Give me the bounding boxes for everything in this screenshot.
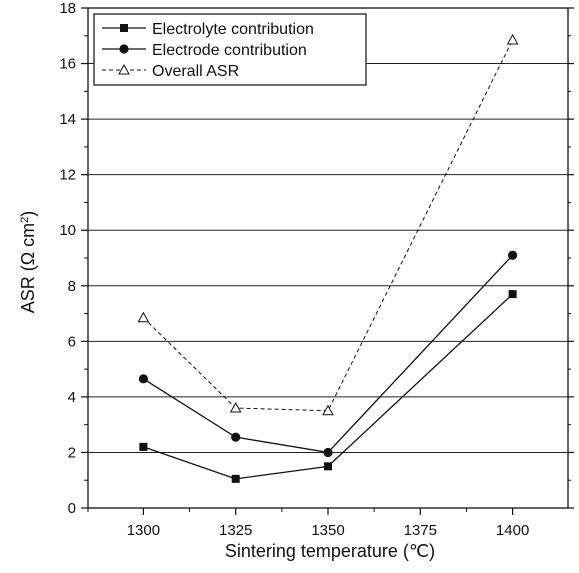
y-axis-title: ASR (Ω cm2) [18,211,38,314]
data-point-square [231,474,240,483]
series-1 [139,290,517,483]
data-point-square [139,442,148,451]
legend-label: Electrolyte contribution [152,21,314,38]
data-point-square [324,462,332,471]
data-point-triangle [506,33,519,45]
data-point-circle [323,447,333,458]
y-tick-label: 0 [68,500,76,517]
data-point-circle [231,432,241,442]
x-tick-label: 1300 [127,522,160,539]
series-layer [137,33,519,483]
data-point-circle [508,250,518,260]
series-3 [137,33,519,416]
x-tick-label: 1375 [404,522,437,539]
series-2 [138,250,518,458]
x-axis-title: Sintering temperature (℃) [225,541,435,561]
x-tick-label: 1350 [311,522,344,539]
series-line [143,39,514,412]
x-tick-label: 1400 [496,522,529,539]
legend-label: Overall ASR [152,63,239,80]
data-point-triangle [229,401,242,413]
data-point-square [508,290,517,299]
legend-marker [118,63,130,75]
y-tick-label: 12 [59,167,76,184]
y-tick-label: 2 [68,444,76,461]
y-tick-label: 14 [59,111,76,128]
axes: 0 2 4 6 8 10 12 14 16 18 1300 1325 1350 1375 1400 [59,0,574,539]
x-tick-label: 1325 [219,522,252,539]
legend-marker [120,24,128,32]
y-tick-label: 18 [59,0,76,17]
y-axis-title-main: ASR (Ω cm [18,223,38,313]
series-line [143,254,514,454]
y-axis-title-close: ) [18,211,38,217]
y-tick-label: 4 [68,389,76,406]
y-tick-label: 8 [68,278,76,295]
y-tick-label: 6 [68,333,76,350]
legend-label: Electrode contribution [152,42,307,59]
grid-lines [88,63,568,453]
y-tick-label: 10 [59,222,76,239]
y-axis-title-superscript: 2 [19,217,31,223]
legend: Electrolyte contribution Electrode contri… [93,13,367,86]
y-tick-label: 16 [59,56,76,73]
series-line [143,293,514,480]
legend-marker [119,44,129,54]
data-point-triangle [322,404,334,416]
data-point-circle [138,374,148,384]
data-point-triangle [137,311,150,323]
